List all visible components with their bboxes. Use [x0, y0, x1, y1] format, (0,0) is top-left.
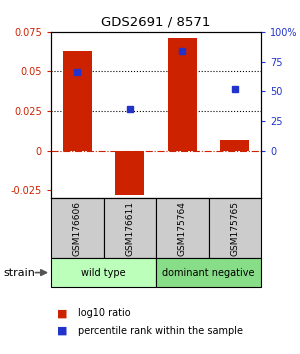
Text: GSM175764: GSM175764 — [178, 201, 187, 256]
Text: percentile rank within the sample: percentile rank within the sample — [78, 326, 243, 336]
Bar — [168, 38, 197, 151]
Text: ■: ■ — [57, 326, 68, 336]
Bar — [115, 151, 144, 195]
Text: GDS2691 / 8571: GDS2691 / 8571 — [101, 16, 211, 29]
Text: GSM176611: GSM176611 — [125, 201, 134, 256]
Text: dominant negative: dominant negative — [162, 268, 255, 278]
Text: wild type: wild type — [81, 268, 126, 278]
Text: log10 ratio: log10 ratio — [78, 308, 130, 318]
Bar — [156, 258, 261, 287]
Bar — [156, 198, 208, 258]
Bar — [51, 258, 156, 287]
Bar — [63, 51, 92, 151]
Text: GSM175765: GSM175765 — [230, 201, 239, 256]
Text: ■: ■ — [57, 308, 68, 318]
Bar — [103, 198, 156, 258]
Bar — [51, 198, 104, 258]
Text: strain: strain — [3, 268, 35, 278]
Text: GSM176606: GSM176606 — [73, 201, 82, 256]
Bar — [208, 198, 261, 258]
Bar — [220, 139, 249, 151]
